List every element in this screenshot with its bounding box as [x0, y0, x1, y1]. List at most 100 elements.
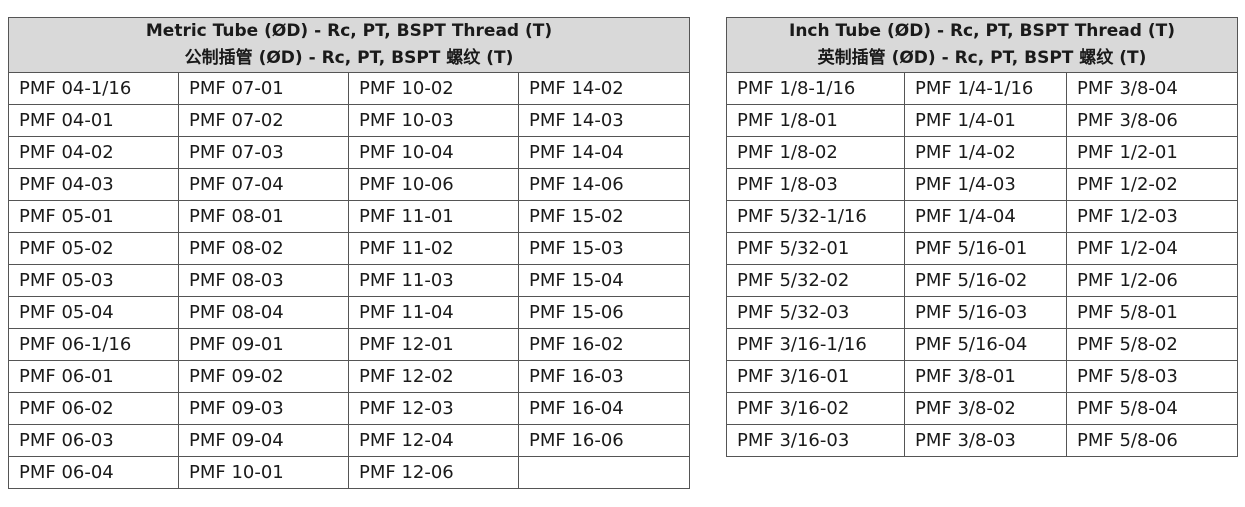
table-cell: PMF 09-01 [178, 328, 349, 361]
metric-table-body: PMF 04-1/16 PMF 07-01 PMF 10-02 PMF 14-02 PM… [8, 72, 691, 489]
table-cell: PMF 06-1/16 [8, 328, 179, 361]
table-cell: PMF 1/4-03 [904, 168, 1067, 201]
table-cell: PMF 1/2-02 [1065, 168, 1239, 201]
table-cell: PMF 1/4-01 [904, 104, 1067, 137]
table-cell: PMF 3/8-01 [904, 360, 1067, 393]
table-cell: PMF 07-01 [178, 72, 349, 105]
inch-title-cn: 英制插管 (ØD) - Rc, PT, BSPT 螺纹 (T) [817, 48, 1147, 68]
metric-tube-table: Metric Tube (ØD) - Rc, PT, BSPT Thread (… [7, 17, 691, 489]
table-cell: PMF 14-02 [517, 72, 691, 105]
table-row: PMF 05-04 PMF 08-04 PMF 11-04 PMF 15-06 [8, 296, 691, 329]
table-row: PMF 3/16-03 PMF 3/8-03 PMF 5/8-06 [726, 424, 1239, 457]
table-row: PMF 05-03 PMF 08-03 PMF 11-03 PMF 15-04 [8, 264, 691, 297]
table-cell: PMF 04-01 [8, 104, 179, 137]
table-cell: PMF 5/32-02 [726, 264, 905, 297]
table-cell: PMF 06-01 [8, 360, 179, 393]
table-cell: PMF 07-04 [178, 168, 349, 201]
table-cell: PMF 1/8-01 [726, 104, 905, 137]
table-row: PMF 5/32-1/16 PMF 1/4-04 PMF 1/2-03 [726, 200, 1239, 233]
table-row: PMF 5/32-02 PMF 5/16-02 PMF 1/2-06 [726, 264, 1239, 297]
table-cell: PMF 11-03 [348, 264, 519, 297]
table-cell: PMF 16-02 [517, 328, 691, 361]
table-cell: PMF 12-02 [348, 360, 519, 393]
table-cell: PMF 04-1/16 [8, 72, 179, 105]
inch-table-body: PMF 1/8-1/16 PMF 1/4-1/16 PMF 3/8-04 PMF 1/… [726, 72, 1239, 457]
table-cell: PMF 06-04 [8, 456, 179, 489]
table-cell: PMF 5/16-01 [904, 232, 1067, 265]
table-cell: PMF 5/8-04 [1065, 392, 1239, 425]
table-cell: PMF 12-01 [348, 328, 519, 361]
table-cell: PMF 1/2-01 [1065, 136, 1239, 169]
inch-title-en: Inch Tube (ØD) - Rc, PT, BSPT Thread (T) [789, 21, 1176, 41]
table-row: PMF 06-03 PMF 09-04 PMF 12-04 PMF 16-06 [8, 424, 691, 457]
table-cell: PMF 15-06 [517, 296, 691, 329]
table-cell: PMF 16-04 [517, 392, 691, 425]
table-cell: PMF 5/16-04 [904, 328, 1067, 361]
table-cell: PMF 10-01 [178, 456, 349, 489]
table-cell: PMF 16-06 [517, 424, 691, 457]
table-row: PMF 3/16-02 PMF 3/8-02 PMF 5/8-04 [726, 392, 1239, 425]
table-row: PMF 1/8-02 PMF 1/4-02 PMF 1/2-01 [726, 136, 1239, 169]
table-row: PMF 05-01 PMF 08-01 PMF 11-01 PMF 15-02 [8, 200, 691, 233]
table-cell: PMF 08-02 [178, 232, 349, 265]
table-cell: PMF 09-04 [178, 424, 349, 457]
table-cell: PMF 09-03 [178, 392, 349, 425]
table-cell: PMF 5/32-01 [726, 232, 905, 265]
table-cell: PMF 1/8-1/16 [726, 72, 905, 105]
table-row: PMF 1/8-01 PMF 1/4-01 PMF 3/8-06 [726, 104, 1239, 137]
table-cell: PMF 1/2-06 [1065, 264, 1239, 297]
metric-title-en: Metric Tube (ØD) - Rc, PT, BSPT Thread (… [145, 21, 553, 41]
table-cell: PMF 14-03 [517, 104, 691, 137]
table-cell: PMF 08-04 [178, 296, 349, 329]
table-cell: PMF 10-06 [348, 168, 519, 201]
table-cell: PMF 05-03 [8, 264, 179, 297]
table-row: PMF 3/16-1/16 PMF 5/16-04 PMF 5/8-02 [726, 328, 1239, 361]
table-cell: PMF 06-03 [8, 424, 179, 457]
table-cell: PMF 05-04 [8, 296, 179, 329]
table-row: PMF 5/32-01 PMF 5/16-01 PMF 1/2-04 [726, 232, 1239, 265]
table-cell: PMF 5/16-02 [904, 264, 1067, 297]
table-cell: PMF 5/8-02 [1065, 328, 1239, 361]
table-cell: PMF 16-03 [517, 360, 691, 393]
table-cell: PMF 12-04 [348, 424, 519, 457]
table-row: PMF 04-03 PMF 07-04 PMF 10-06 PMF 14-06 [8, 168, 691, 201]
table-cell: PMF 1/8-03 [726, 168, 905, 201]
table-cell: PMF 15-03 [517, 232, 691, 265]
table-cell: PMF 3/16-02 [726, 392, 905, 425]
table-cell: PMF 08-01 [178, 200, 349, 233]
table-cell: PMF 5/32-1/16 [726, 200, 905, 233]
table-cell: PMF 05-02 [8, 232, 179, 265]
table-cell: PMF 10-04 [348, 136, 519, 169]
table-row: PMF 06-01 PMF 09-02 PMF 12-02 PMF 16-03 [8, 360, 691, 393]
table-cell: PMF 3/8-06 [1065, 104, 1239, 137]
table-cell: PMF 10-02 [348, 72, 519, 105]
table-cell: PMF 1/4-02 [904, 136, 1067, 169]
inch-tube-table: Inch Tube (ØD) - Rc, PT, BSPT Thread (T)… [725, 17, 1239, 457]
table-cell: PMF 1/4-1/16 [904, 72, 1067, 105]
table-cell: PMF 07-03 [178, 136, 349, 169]
table-cell: PMF 06-02 [8, 392, 179, 425]
table-cell: PMF 09-02 [178, 360, 349, 393]
table-cell: PMF 15-02 [517, 200, 691, 233]
table-cell: PMF 3/16-03 [726, 424, 905, 457]
table-cell: PMF 1/2-04 [1065, 232, 1239, 265]
table-cell: PMF 04-02 [8, 136, 179, 169]
table-row: PMF 05-02 PMF 08-02 PMF 11-02 PMF 15-03 [8, 232, 691, 265]
table-cell: PMF 1/2-03 [1065, 200, 1239, 233]
table-cell: PMF 5/32-03 [726, 296, 905, 329]
table-cell: PMF 15-04 [517, 264, 691, 297]
table-cell: PMF 10-03 [348, 104, 519, 137]
table-cell: PMF 12-03 [348, 392, 519, 425]
table-cell: PMF 5/8-03 [1065, 360, 1239, 393]
inch-table-header: Inch Tube (ØD) - Rc, PT, BSPT Thread (T)… [725, 17, 1239, 73]
table-row: PMF 5/32-03 PMF 5/16-03 PMF 5/8-01 [726, 296, 1239, 329]
table-row: PMF 06-04 PMF 10-01 PMF 12-06 [8, 456, 691, 489]
table-cell: PMF 14-04 [517, 136, 691, 169]
table-cell: PMF 11-01 [348, 200, 519, 233]
table-cell: PMF 05-01 [8, 200, 179, 233]
table-cell: PMF 5/8-06 [1065, 424, 1239, 457]
table-cell: PMF 07-02 [178, 104, 349, 137]
metric-title-cn: 公制插管 (ØD) - Rc, PT, BSPT 螺纹 (T) [184, 48, 514, 68]
table-cell: PMF 12-06 [348, 456, 519, 489]
table-row: PMF 04-02 PMF 07-03 PMF 10-04 PMF 14-04 [8, 136, 691, 169]
